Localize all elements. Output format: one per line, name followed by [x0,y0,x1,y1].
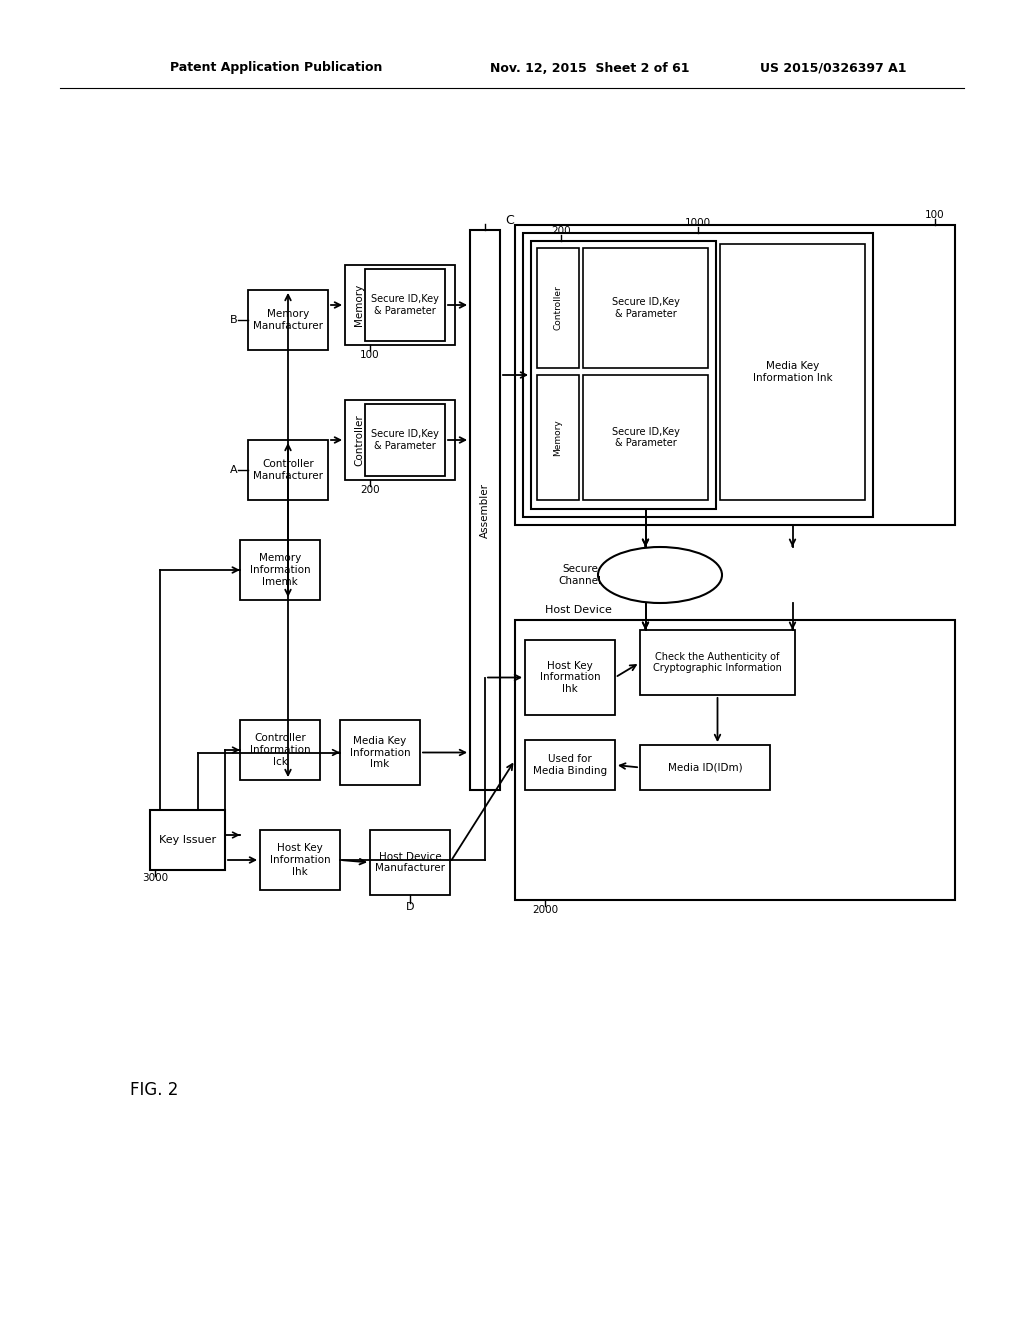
Text: 200: 200 [360,484,380,495]
Bar [260,830,340,890]
Text: Controller: Controller [554,285,562,330]
Bar [640,744,770,789]
Text: 1000: 1000 [685,218,711,228]
Text: Host Device
Manufacturer: Host Device Manufacturer [375,851,445,874]
Bar [531,242,716,510]
Text: Memory: Memory [354,284,364,326]
Text: Host Device: Host Device [545,605,612,615]
Text: Key Issuer: Key Issuer [159,836,216,845]
Text: 200: 200 [551,226,570,236]
Text: Secure ID,Key
& Parameter: Secure ID,Key & Parameter [611,426,680,449]
Ellipse shape [598,546,722,603]
Text: Secure ID,Key
& Parameter: Secure ID,Key & Parameter [371,429,439,451]
Bar [537,375,579,500]
Text: Nov. 12, 2015  Sheet 2 of 61: Nov. 12, 2015 Sheet 2 of 61 [490,62,689,74]
Text: Controller
Manufacturer: Controller Manufacturer [253,459,323,480]
Text: Controller: Controller [354,414,364,466]
Text: C: C [506,214,514,227]
Bar [470,230,500,789]
Text: Secure ID,Key
& Parameter: Secure ID,Key & Parameter [371,294,439,315]
Bar [523,234,873,517]
Bar [340,719,420,785]
Text: A: A [230,465,238,475]
Bar [583,375,708,500]
Text: 2000: 2000 [531,906,558,915]
Bar [240,540,319,601]
Text: Used for
Media Binding: Used for Media Binding [532,754,607,776]
Text: US 2015/0326397 A1: US 2015/0326397 A1 [760,62,906,74]
Bar [370,830,450,895]
Bar [365,269,445,341]
Bar [537,248,579,368]
Text: Memory
Information
Imemk: Memory Information Imemk [250,553,310,586]
Bar [515,620,955,900]
Text: Controller
Information
Ick: Controller Information Ick [250,734,310,767]
Bar [525,741,615,789]
Bar [345,400,455,480]
Bar [640,630,795,696]
Text: D: D [406,902,415,912]
Text: Secure
Channel: Secure Channel [558,564,601,586]
Bar [525,640,615,715]
Text: Patent Application Publication: Patent Application Publication [170,62,382,74]
Bar [248,290,328,350]
Bar [345,265,455,345]
Text: 100: 100 [360,350,380,360]
Text: 100: 100 [926,210,945,220]
Bar [365,404,445,477]
Bar [150,810,225,870]
Text: Secure ID,Key
& Parameter: Secure ID,Key & Parameter [611,297,680,319]
Text: Media Key
Information
Imk: Media Key Information Imk [349,737,411,770]
Text: FIG. 2: FIG. 2 [130,1081,178,1100]
Text: Check the Authenticity of
Cryptographic Information: Check the Authenticity of Cryptographic … [653,652,782,673]
Text: Memory
Manufacturer: Memory Manufacturer [253,309,323,331]
Text: 3000: 3000 [142,873,168,883]
Text: Media Key
Information Ink: Media Key Information Ink [753,362,833,383]
Bar [583,248,708,368]
Bar [720,244,865,500]
Bar [240,719,319,780]
Text: B: B [230,315,238,325]
Text: Media ID(IDm): Media ID(IDm) [668,763,742,772]
Text: Memory: Memory [554,420,562,455]
Text: Host Key
Information
Ihk: Host Key Information Ihk [540,661,600,694]
Text: Assembler: Assembler [480,483,490,537]
Bar [248,440,328,500]
Bar [515,224,955,525]
Text: Host Key
Information
Ihk: Host Key Information Ihk [269,843,331,876]
